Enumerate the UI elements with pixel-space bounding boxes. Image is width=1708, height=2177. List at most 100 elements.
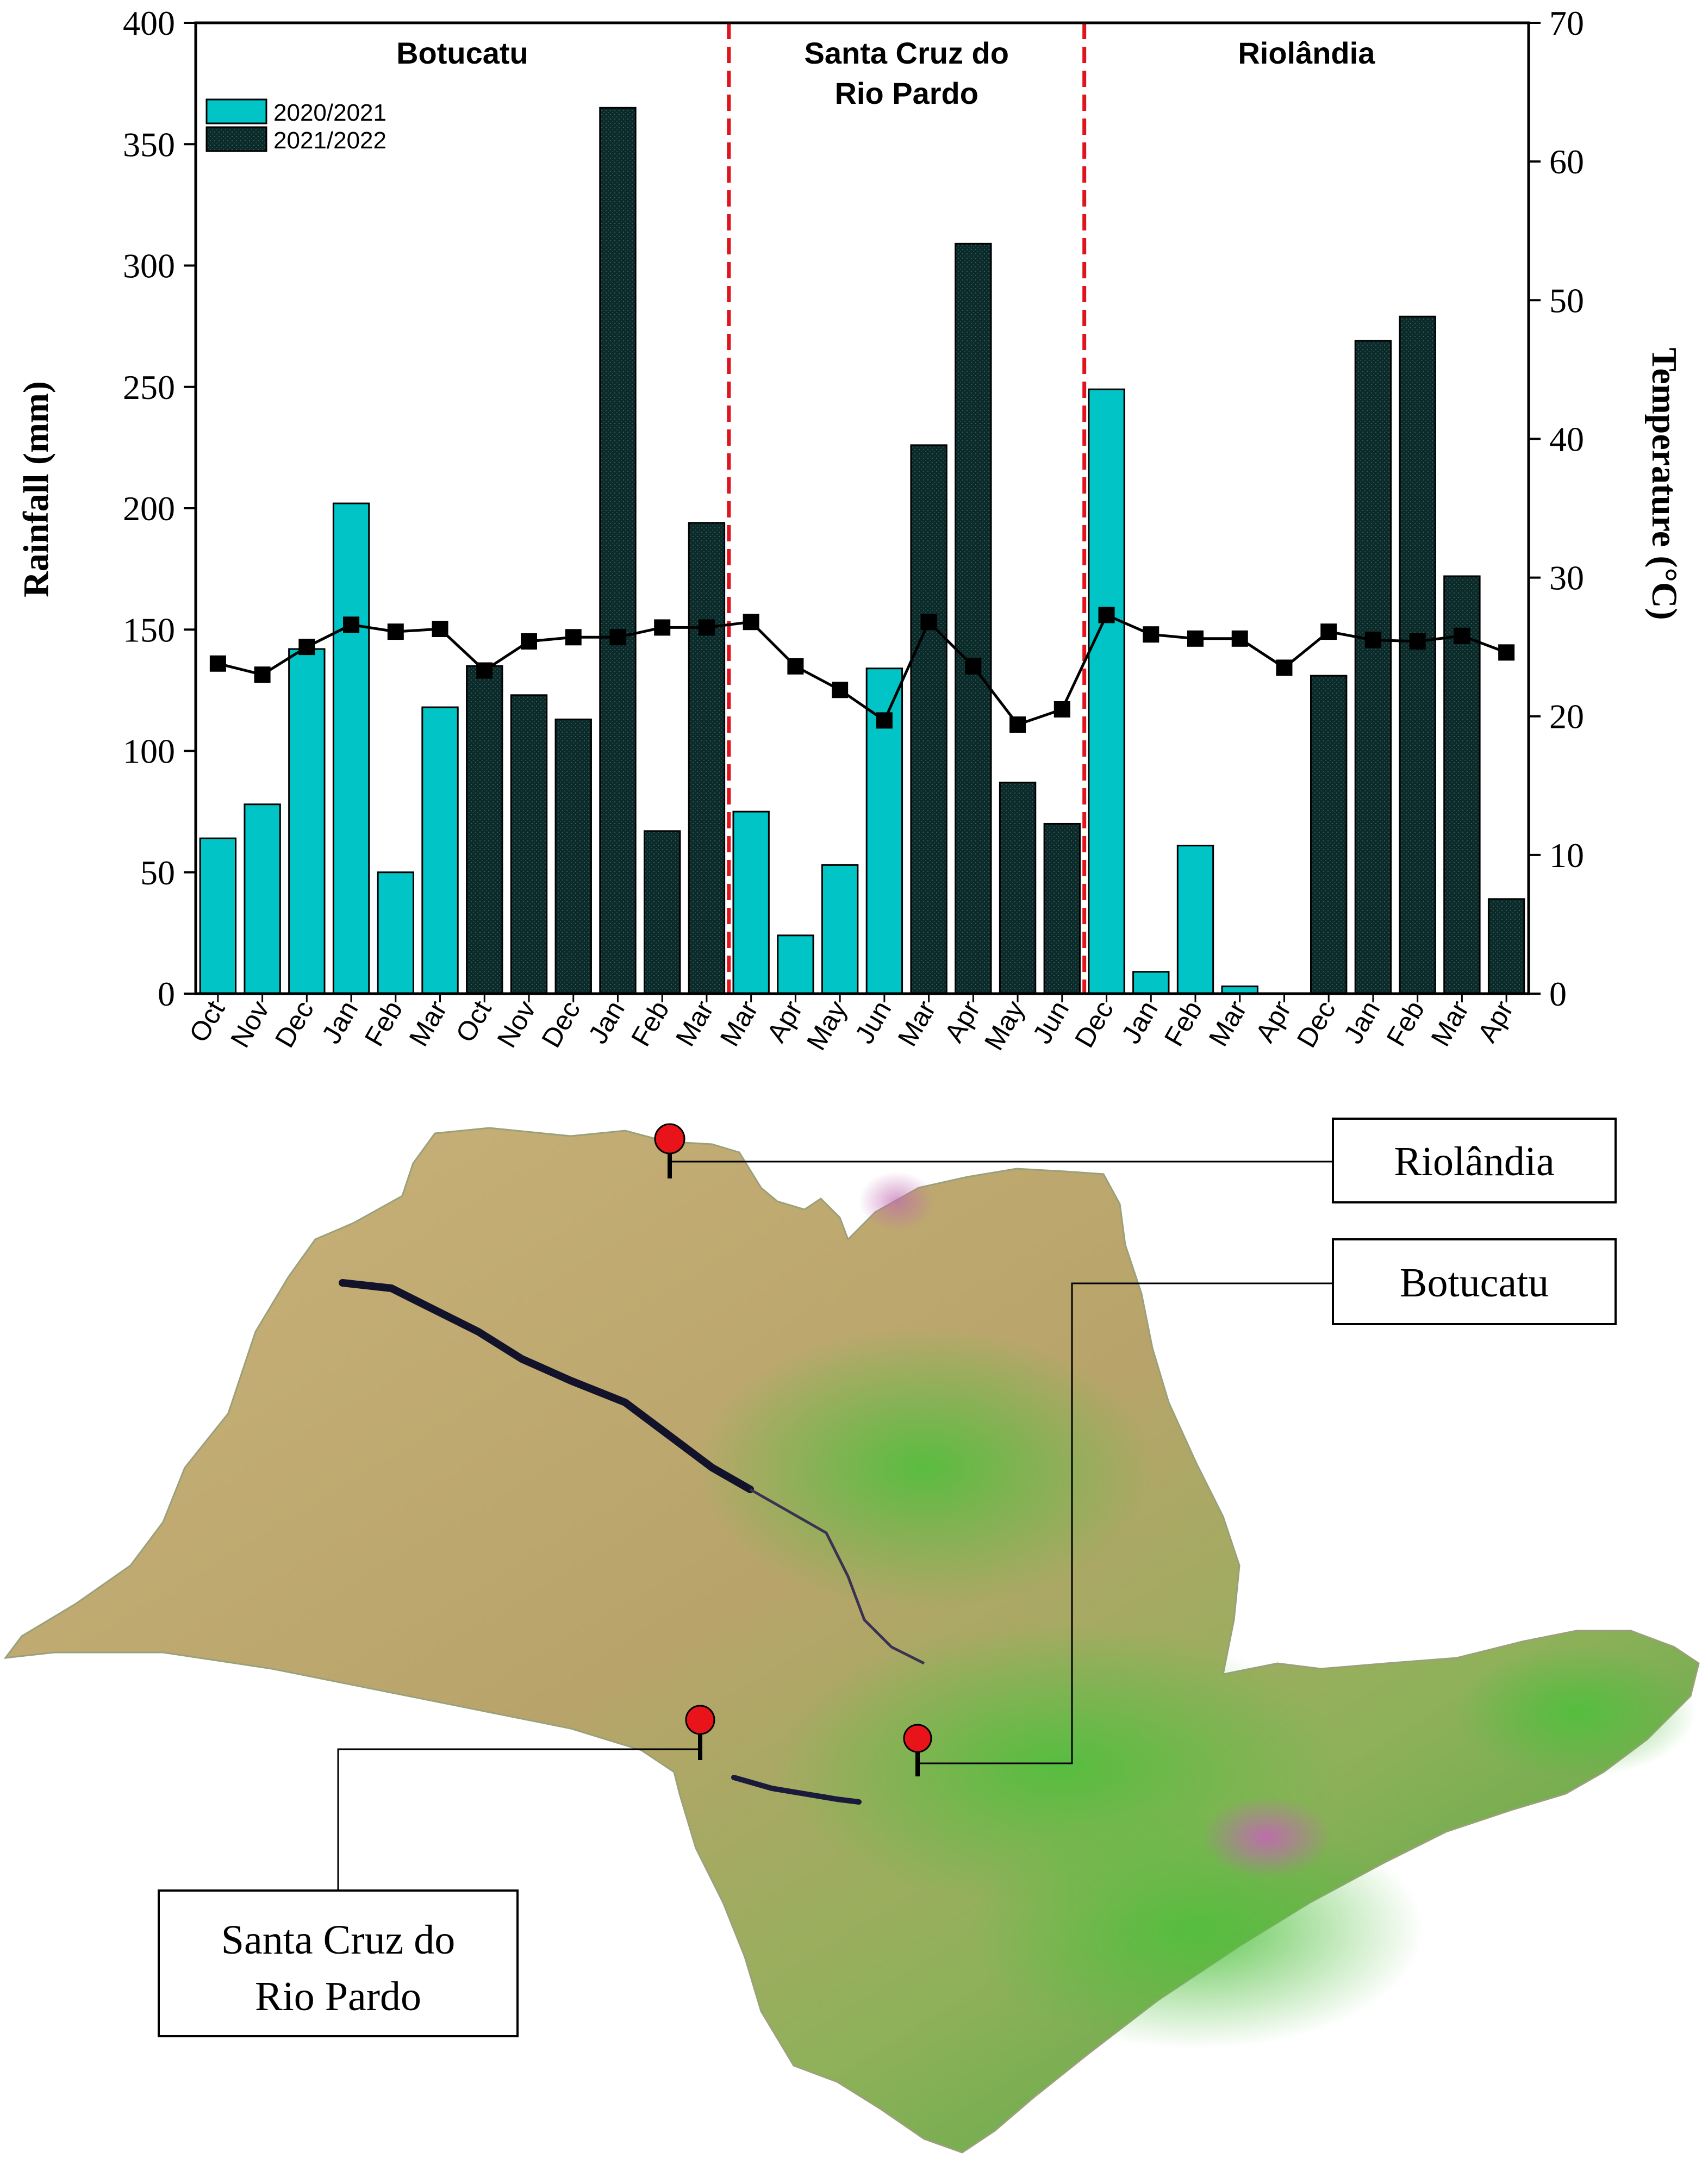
site-titles: Botucatu Santa Cruz do Rio Pardo Riolândia xyxy=(396,36,1375,110)
y-axis-title: Rainfall (mm) xyxy=(16,381,56,597)
legend-swatch-2020-2021 xyxy=(205,98,267,124)
rainfall-bar xyxy=(1176,845,1214,995)
temperature-point xyxy=(787,658,804,675)
temperature-point xyxy=(743,614,759,631)
x-tick-label: Mar xyxy=(403,996,453,1052)
y2-tick-label: 50 xyxy=(1549,281,1584,320)
map-pin-icon xyxy=(685,1705,715,1735)
temperature-point xyxy=(1009,716,1026,733)
map-green-patch xyxy=(696,1326,1152,1609)
legend-swatch-2021-2022 xyxy=(205,126,267,152)
rainfall-bar xyxy=(510,694,548,995)
callout-riolandia: Riolândia xyxy=(1332,1118,1617,1203)
temperature-point xyxy=(654,619,671,636)
x-tick-label: Oct xyxy=(450,995,497,1047)
map-green-patch xyxy=(1457,1647,1696,1777)
x-tick-label: Jan xyxy=(316,996,364,1049)
temperature-point xyxy=(1143,626,1160,643)
x-tick-label: Nov xyxy=(491,996,542,1053)
sao-paulo-state-map: Riolândia Botucatu Santa Cruz do Rio Par… xyxy=(3,1118,1700,2154)
rainfall-bar xyxy=(199,837,237,995)
rainfall-bar xyxy=(910,444,947,995)
temperature-point xyxy=(1098,607,1115,623)
x-tick-label: Mar xyxy=(892,996,942,1052)
rainfall-bar xyxy=(1132,971,1170,995)
map-urban-patch xyxy=(1201,1797,1332,1878)
rainfall-bar xyxy=(732,810,770,995)
rainfall-bar xyxy=(688,522,726,995)
rainfall-bar xyxy=(554,718,592,995)
category-labels: OctNovDecJanFebMarOctNovDecJanFebMarMarA… xyxy=(183,994,1519,1055)
temperature-point xyxy=(1498,644,1515,661)
temperature-point xyxy=(698,619,715,636)
callout-santa-cruz: Santa Cruz do Rio Pardo xyxy=(158,1889,519,2037)
y2-tick-label: 30 xyxy=(1549,559,1584,597)
callout-label-santa-cruz-line2: Rio Pardo xyxy=(255,1974,421,2019)
temperature-point xyxy=(432,620,448,637)
temperature-point xyxy=(298,639,315,656)
temperature-point xyxy=(832,682,849,698)
temperature-point xyxy=(565,629,582,646)
rainfall-bar xyxy=(377,871,414,995)
y-tick-label: 0 xyxy=(158,975,175,1013)
x-tick-label: Oct xyxy=(183,995,230,1047)
rainfall-bar xyxy=(288,648,326,995)
temperature-point xyxy=(343,616,360,633)
x-tick-label: Mar xyxy=(1425,996,1475,1052)
y2-axis-title: Temperature (°C) xyxy=(1644,347,1684,620)
leader-line-santa-cruz xyxy=(337,1748,700,1891)
temperature-point xyxy=(609,629,626,646)
legend-label-2021-2022: 2021/2022 xyxy=(273,127,387,154)
rainfall-bar xyxy=(955,242,992,995)
x-tick-label: Jan xyxy=(1115,996,1164,1049)
y-tick-label: 150 xyxy=(123,610,175,649)
x-tick-label: Jan xyxy=(582,996,631,1049)
x-tick-label: Nov xyxy=(225,996,275,1053)
x-tick-label: Feb xyxy=(625,996,675,1052)
temperature-point xyxy=(1231,630,1248,647)
temperature-point xyxy=(920,614,937,631)
y-tick-label: 200 xyxy=(123,489,175,528)
x-tick-label: May xyxy=(801,996,853,1056)
rainfall-bar xyxy=(599,107,637,995)
rainfall-bar xyxy=(244,803,281,995)
x-tick-label: Feb xyxy=(1158,996,1208,1052)
temperature-point xyxy=(387,623,404,640)
site-title: Rio Pardo xyxy=(834,76,978,110)
right-axis-ticks: 0 10 20 30 40 50 60 70 xyxy=(1529,4,1584,1013)
x-tick-label: Apr xyxy=(1472,996,1519,1047)
y-tick-label: 350 xyxy=(123,125,175,164)
y2-tick-label: 70 xyxy=(1549,4,1584,42)
reservoir-river xyxy=(339,1279,754,1493)
rainfall-bar xyxy=(1310,675,1348,995)
map-pin-icon xyxy=(654,1123,685,1155)
leader-line-botucatu xyxy=(918,1282,1333,1764)
map-green-patch xyxy=(968,1810,1424,2049)
site-title: Botucatu xyxy=(396,36,528,70)
temperature-point xyxy=(209,655,226,672)
river xyxy=(749,1488,925,1665)
rainfall-bar xyxy=(999,782,1037,995)
rainfall-bar xyxy=(821,864,859,995)
rainfall-bar xyxy=(1088,388,1125,995)
temperature-point xyxy=(1187,630,1204,647)
x-tick-label: Jun xyxy=(849,996,897,1049)
y-tick-label: 100 xyxy=(123,732,175,771)
x-tick-label: Feb xyxy=(359,996,409,1052)
x-tick-label: May xyxy=(978,996,1031,1056)
y2-tick-label: 20 xyxy=(1549,697,1584,736)
callout-label-santa-cruz-line1: Santa Cruz do xyxy=(221,1917,456,1963)
y-tick-label: 250 xyxy=(123,368,175,407)
x-tick-label: Mar xyxy=(670,996,720,1052)
temperature-point xyxy=(1320,623,1337,640)
y-tick-label: 400 xyxy=(123,4,175,42)
y2-tick-label: 60 xyxy=(1549,142,1584,181)
callout-botucatu: Botucatu xyxy=(1332,1238,1617,1325)
y2-tick-label: 40 xyxy=(1549,420,1584,458)
x-tick-label: Mar xyxy=(1203,996,1253,1052)
map-pin-icon xyxy=(903,1724,932,1753)
legend: 2020/2021 2021/2022 xyxy=(205,98,387,154)
marker-santa-cruz xyxy=(685,1705,715,1760)
marker-riolandia xyxy=(654,1123,685,1178)
